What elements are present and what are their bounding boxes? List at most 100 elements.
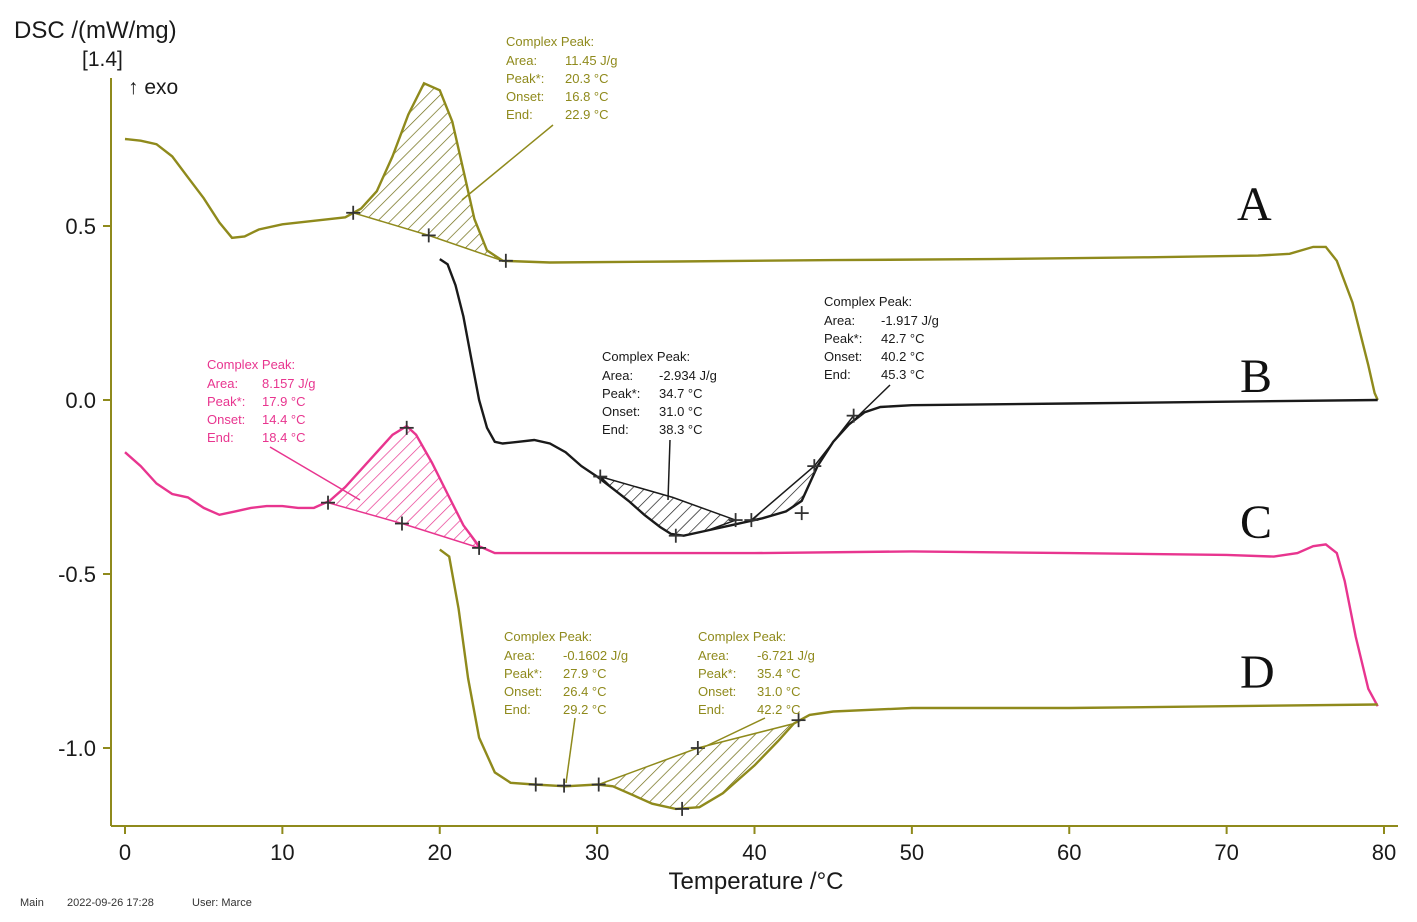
leader-lines <box>269 124 891 784</box>
peak-d2-end-label: End: <box>698 702 725 717</box>
peak-annotation-a: Complex Peak: Area: 11.45 J/g Peak*: 20.… <box>506 34 618 122</box>
footer-main: Main <box>20 897 44 909</box>
x-tick-label: 70 <box>1214 840 1238 865</box>
peak-a-peak-value: 20.3 °C <box>565 71 609 86</box>
peak-b1-area-label: Area: <box>602 368 633 383</box>
peak-c-onset-value: 14.4 °C <box>262 412 306 427</box>
peak-d1-end-value: 29.2 °C <box>563 702 607 717</box>
peak-d2-peak-label: Peak*: <box>698 666 736 681</box>
peak-b2-hatch <box>748 415 855 522</box>
x-tick-label: 20 <box>428 840 452 865</box>
peak-c-hatch <box>326 425 481 550</box>
peak-d1-peak-label: Peak*: <box>504 666 542 681</box>
marker <box>557 778 572 793</box>
peak-b1-area-value: -2.934 J/g <box>659 368 717 383</box>
marker <box>394 516 409 531</box>
leader-d2 <box>701 717 766 749</box>
marker <box>791 713 806 728</box>
peak-markers <box>321 205 861 816</box>
marker <box>794 506 809 521</box>
peak-d1-title: Complex Peak: <box>504 629 592 644</box>
marker <box>472 540 487 555</box>
peak-a-peak-label: Peak*: <box>506 71 544 86</box>
peak-b2-onset-label: Onset: <box>824 349 862 364</box>
x-tick-label: 80 <box>1372 840 1396 865</box>
marker <box>498 253 513 268</box>
peak-a-title: Complex Peak: <box>506 34 594 49</box>
peak-b2-area-value: -1.917 J/g <box>881 313 939 328</box>
peak-d2-title: Complex Peak: <box>698 629 786 644</box>
marker <box>399 420 414 435</box>
peak-a-end-label: End: <box>506 107 533 122</box>
peak-annotation-b1: Complex Peak: Area: -2.934 J/g Peak*: 34… <box>602 349 717 437</box>
peak-d2-onset-value: 31.0 °C <box>757 684 801 699</box>
y-axis-marker: [1.4] <box>82 48 123 71</box>
peak-c-title: Complex Peak: <box>207 357 295 372</box>
exo-label: ↑ exo <box>128 76 178 99</box>
marker <box>593 469 608 484</box>
peak-b2-peak-value: 42.7 °C <box>881 331 925 346</box>
series-d-label: D <box>1240 646 1275 699</box>
peak-d1-onset-value: 26.4 °C <box>563 684 607 699</box>
peak-a-onset-value: 16.8 °C <box>565 89 609 104</box>
leader-a <box>461 124 554 201</box>
peak-annotation-b2: Complex Peak: Area: -1.917 J/g Peak*: 42… <box>824 294 939 382</box>
peak-b1-title: Complex Peak: <box>602 349 690 364</box>
peak-b2-end-label: End: <box>824 367 851 382</box>
x-tick-label: 60 <box>1057 840 1081 865</box>
x-tick-label: 50 <box>900 840 924 865</box>
peak-c-end-label: End: <box>207 430 234 445</box>
peak-b2-peak-label: Peak*: <box>824 331 862 346</box>
x-axis-title: Temperature /°C <box>669 868 844 895</box>
marker <box>668 528 683 543</box>
footer-date: 2022-09-26 17:28 <box>67 897 154 909</box>
peak-b1-end-value: 38.3 °C <box>659 422 703 437</box>
peak-d2-hatch <box>598 722 797 810</box>
peak-a-area-label: Area: <box>506 53 537 68</box>
series-c-label: C <box>1240 496 1272 549</box>
peak-d1-onset-label: Onset: <box>504 684 542 699</box>
peak-c-peak-value: 17.9 °C <box>262 394 306 409</box>
peak-c-end-value: 18.4 °C <box>262 430 306 445</box>
y-tick-label: -0.5 <box>58 562 96 587</box>
peak-annotation-c: Complex Peak: Area: 8.157 J/g Peak*: 17.… <box>207 357 316 445</box>
marker <box>528 777 543 792</box>
marker <box>346 205 361 220</box>
peak-b1-peak-label: Peak*: <box>602 386 640 401</box>
peak-b1-onset-label: Onset: <box>602 404 640 419</box>
leader-d1 <box>565 717 576 784</box>
peak-regions <box>326 82 855 810</box>
peak-b1-peak-value: 34.7 °C <box>659 386 703 401</box>
peak-a-end-value: 22.9 °C <box>565 107 609 122</box>
peak-c-onset-label: Onset: <box>207 412 245 427</box>
y-axis-title: DSC /(mW/mg) <box>14 17 177 44</box>
y-tick-label: 0.0 <box>65 388 96 413</box>
series-d-line <box>439 548 1378 811</box>
series-a-label: A <box>1237 178 1272 231</box>
marker <box>421 228 436 243</box>
marker <box>744 513 759 528</box>
leader-c <box>269 446 361 501</box>
peak-c-peak-label: Peak*: <box>207 394 245 409</box>
marker <box>807 459 822 474</box>
x-tick-label: 0 <box>119 840 131 865</box>
peak-annotation-d2: Complex Peak: Area: -6.721 J/g Peak*: 35… <box>698 629 815 717</box>
peak-b2-title: Complex Peak: <box>824 294 912 309</box>
series-c-line <box>124 424 1379 707</box>
peak-d1-end-label: End: <box>504 702 531 717</box>
peak-d1-peak-value: 27.9 °C <box>563 666 607 681</box>
series-b-label: B <box>1240 350 1272 403</box>
peak-a-onset-label: Onset: <box>506 89 544 104</box>
peak-b2-area-label: Area: <box>824 313 855 328</box>
y-ticks: 0.5 0.0 -0.5 -1.0 <box>58 214 111 761</box>
leader-b1 <box>667 439 671 501</box>
marker <box>728 513 743 528</box>
x-tick-label: 40 <box>742 840 766 865</box>
peak-a-area-value: 11.45 J/g <box>565 53 618 68</box>
y-tick-label: 0.5 <box>65 214 96 239</box>
peak-annotation-d1: Complex Peak: Area: -0.1602 J/g Peak*: 2… <box>504 629 628 717</box>
peak-b2-end-value: 45.3 °C <box>881 367 925 382</box>
leader-b2 <box>855 384 891 419</box>
peak-d1-area-label: Area: <box>504 648 535 663</box>
